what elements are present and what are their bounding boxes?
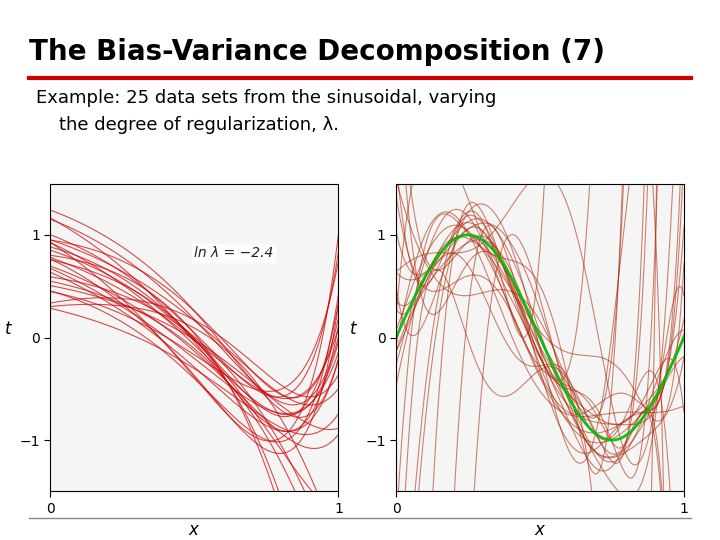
Text: The Bias-Variance Decomposition (7): The Bias-Variance Decomposition (7) [29,38,605,66]
X-axis label: $x$: $x$ [188,522,201,539]
X-axis label: $x$: $x$ [534,522,546,539]
Y-axis label: $t$: $t$ [4,320,13,338]
Y-axis label: $t$: $t$ [349,320,359,338]
Text: ln λ = −2.4: ln λ = −2.4 [194,246,274,260]
Text: the degree of regularization, λ.: the degree of regularization, λ. [36,116,339,134]
Text: Example: 25 data sets from the sinusoidal, varying: Example: 25 data sets from the sinusoida… [36,89,496,107]
